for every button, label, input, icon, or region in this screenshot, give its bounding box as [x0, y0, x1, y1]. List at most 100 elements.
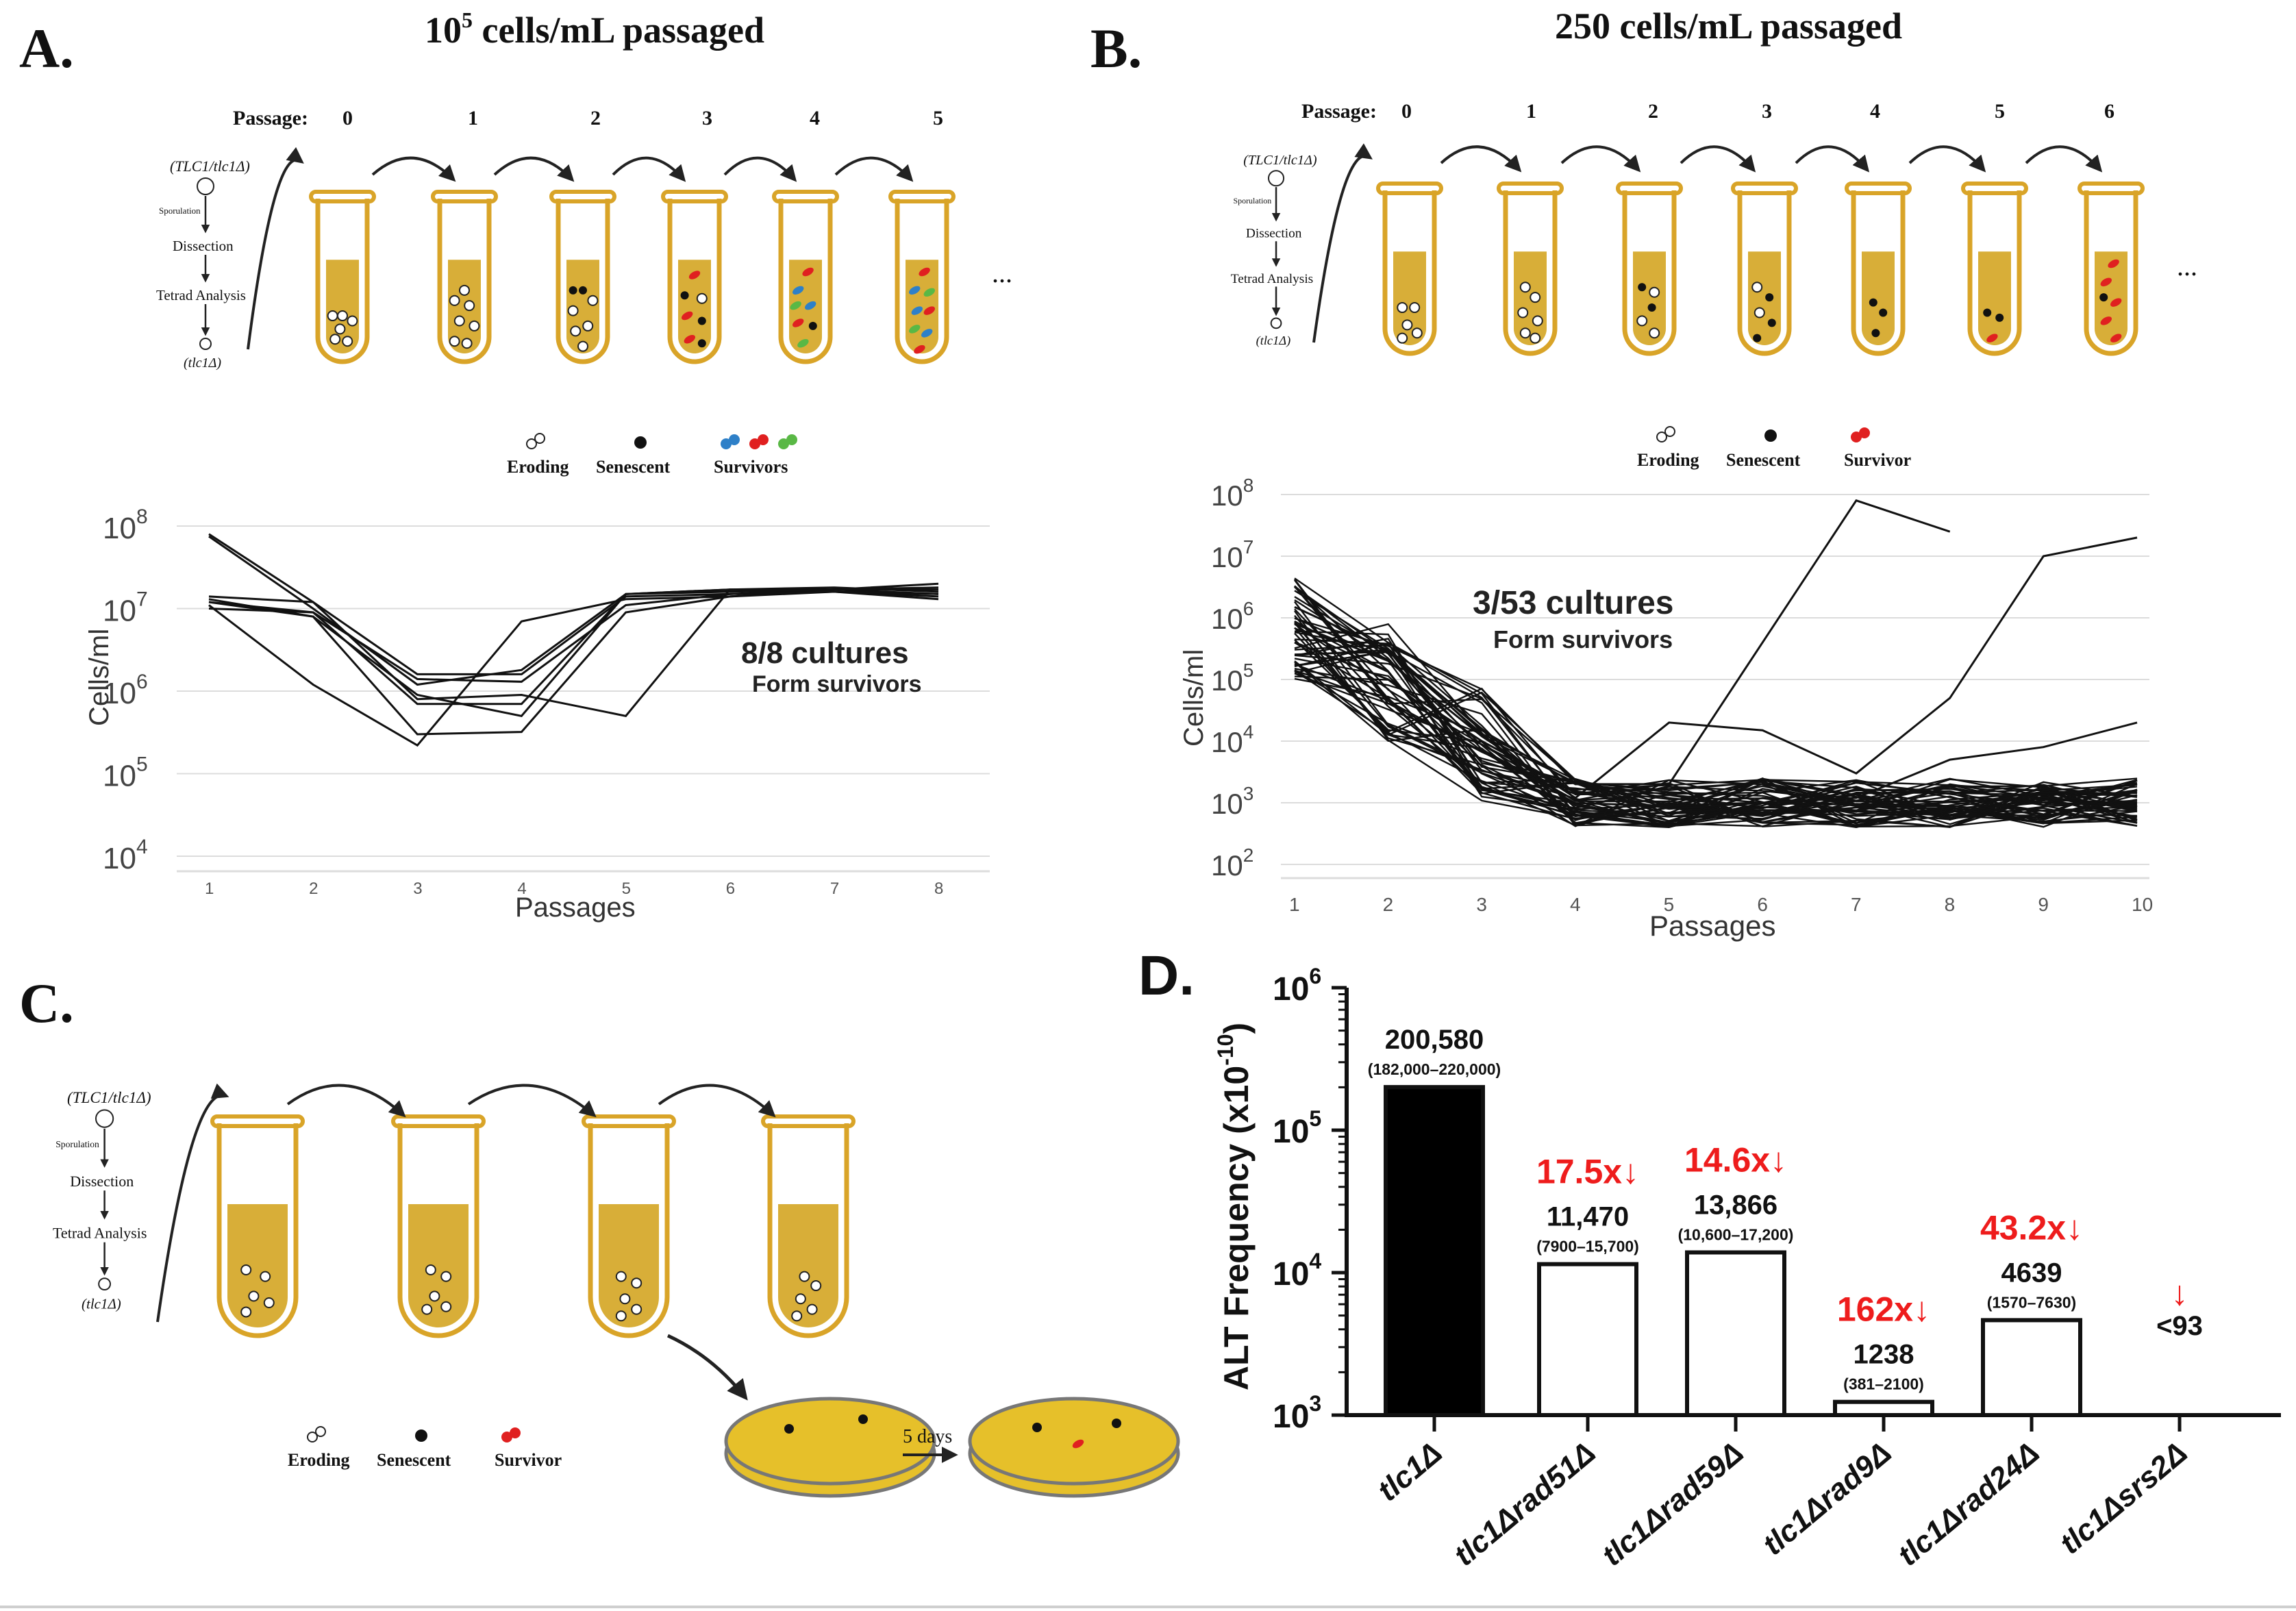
tube-rim: [1376, 182, 1443, 195]
x-tick-label: 1: [1289, 894, 1300, 915]
flow-diploid-label: (TLC1/tlc1Δ): [170, 158, 250, 175]
panel-a-annotation-line1: 8/8 cultures: [741, 636, 909, 670]
eroding-cell: [327, 310, 338, 322]
passage-number: 1: [1526, 100, 1536, 123]
panel-b-annotation-line1: 3/53 cultures: [1473, 585, 1673, 621]
bar: [1384, 1085, 1485, 1417]
eroding-cell: [421, 1303, 433, 1315]
culture-tube: [549, 190, 616, 364]
survivor-cell: [682, 311, 693, 321]
survivor-cell: [921, 329, 933, 338]
bar-value-label: <93: [2156, 1311, 2203, 1341]
eroding-cell: [240, 1264, 252, 1275]
tube-rim: [431, 190, 498, 203]
y-tick-label: 102: [1211, 845, 1253, 882]
tube-liquid: [326, 260, 359, 353]
x-tick-label: 7: [830, 879, 839, 898]
bar-value-label: 11,470: [1547, 1202, 1629, 1232]
passage-number: 0: [342, 107, 353, 129]
panel-a-ellipsis: ...: [992, 258, 1012, 288]
tube-outline: [1503, 190, 1558, 356]
eroding-cell: [263, 1297, 275, 1308]
tube-outline: [2084, 190, 2138, 356]
flow-diploid-cell: [95, 1109, 114, 1128]
x-tick-label: 1: [205, 879, 214, 898]
eroding-cell: [806, 1303, 818, 1315]
transfer-arrow: [1312, 143, 1373, 343]
senescent-cell: [697, 339, 706, 348]
x-tick-label: 6: [1757, 894, 1768, 915]
eroding-cell: [337, 310, 348, 322]
eroding-cell: [1519, 327, 1531, 339]
tube-liquid: [1978, 251, 2011, 345]
culture-tube: [210, 1114, 305, 1338]
passage-number: 3: [1762, 100, 1772, 123]
flow-diploid-label: (TLC1/tlc1Δ): [67, 1088, 151, 1106]
eroding-cell: [461, 338, 473, 349]
survivor-cell: [790, 301, 801, 310]
eroding-cell: [464, 300, 475, 312]
series-line: [1294, 617, 2138, 820]
survivor-cell: [793, 319, 804, 327]
legend-eroding-label: Eroding: [288, 1450, 350, 1470]
flow-dissection-label: Dissection: [70, 1173, 134, 1190]
tube-liquid: [778, 1204, 838, 1327]
panel-c: C. (TLC1/tlc1Δ) Sporulation Dissection Tetr…: [19, 972, 1180, 1498]
senescent-cell: [1032, 1423, 1042, 1432]
culture-tube: [1376, 182, 1443, 356]
senescent-cell: [808, 321, 817, 330]
transfer-arrow: [834, 156, 914, 182]
tube-rim: [2077, 182, 2145, 195]
survivor-cell: [688, 271, 701, 279]
legend-survivor-label: Survivor: [1844, 450, 1911, 470]
eroding-cell: [1411, 327, 1423, 339]
y-tick-label: 104: [103, 836, 148, 875]
culture-tube: [2077, 182, 2145, 356]
tube-outline: [588, 1123, 670, 1338]
legend-survivor-cell: [786, 434, 797, 445]
senescent-cell: [1638, 283, 1647, 292]
legend-survivor-label: Survivor: [495, 1450, 562, 1470]
transfer-arrow: [612, 156, 686, 182]
x-category-label: tlc1Δ: [1371, 1436, 1448, 1508]
tube-liquid: [1393, 251, 1426, 345]
tube-outline: [1737, 190, 1792, 356]
transfer-arrow: [467, 1084, 597, 1118]
survivor-cell: [2110, 298, 2122, 307]
legend-eroding-label: Eroding: [1637, 450, 1699, 470]
survivor-cell: [919, 267, 930, 277]
culture-tube: [1616, 182, 1683, 356]
bar: [1981, 1318, 2082, 1418]
flow-diploid-cell: [1268, 170, 1285, 187]
eroding-cell: [795, 1293, 806, 1305]
survivor-cell: [909, 286, 921, 295]
tube-liquid: [1862, 251, 1895, 345]
flow-sporulation-label: Sporulation: [159, 205, 201, 216]
survivor-series-line: [1294, 499, 1951, 786]
culture-tube: [1961, 182, 2028, 356]
senescent-cell: [1765, 293, 1774, 302]
eroding-cell: [577, 340, 588, 352]
series-line: [1294, 673, 2138, 825]
tube-outline: [216, 1123, 299, 1338]
transfer-arrow: [371, 156, 456, 182]
y-tick-label: 105: [1273, 1106, 1321, 1150]
fold-change-label: 14.6x↓: [1684, 1140, 1787, 1179]
survivor-cell: [2100, 316, 2112, 325]
eroding-cell: [1409, 302, 1421, 314]
eroding-cell: [1532, 315, 1543, 327]
senescent-cell: [634, 436, 647, 449]
x-tick-label: 2: [309, 879, 318, 898]
eroding-cell: [469, 320, 480, 332]
survivor-cell: [797, 338, 809, 348]
senescent-cell: [858, 1414, 868, 1424]
flow-haploid-label: (tlc1Δ): [1256, 334, 1291, 348]
tube-rim: [772, 190, 839, 203]
x-axis-title: Passages: [515, 892, 636, 923]
eroding-cell: [810, 1280, 822, 1292]
x-category-label: tlc1Δsrs2Δ: [2054, 1436, 2193, 1560]
eroding-cell: [534, 433, 545, 444]
transfer-arrow: [658, 1084, 776, 1118]
panel-b-tubes: [1312, 143, 2145, 356]
eroding-cell: [449, 295, 460, 306]
